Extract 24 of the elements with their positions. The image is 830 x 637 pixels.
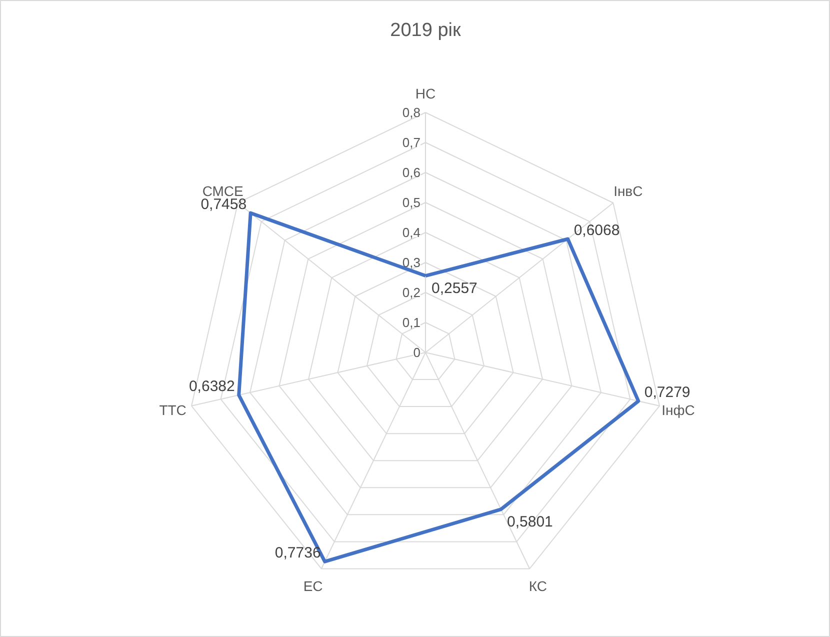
spoke-label: ІнфС <box>662 402 695 418</box>
y-tick-label: 0,3 <box>402 255 421 270</box>
chart-title: 2019 рік <box>390 20 462 41</box>
data-label: 0,5801 <box>507 513 553 530</box>
spoke-label: ЕС <box>303 578 323 594</box>
spoke-label: СМСЕ <box>202 182 244 199</box>
spoke-label: ІнвС <box>614 182 643 199</box>
y-tick-label: 0,2 <box>402 285 421 300</box>
data-label: 0,7458 <box>200 196 247 213</box>
y-tick-label: 0,6 <box>402 165 421 180</box>
spoke-label: ТТС <box>159 402 186 418</box>
data-label: 0,7279 <box>644 384 690 402</box>
data-label: 0,6382 <box>188 378 235 396</box>
data-label: 0,2557 <box>432 280 478 297</box>
y-tick-label: 0,8 <box>402 105 421 120</box>
y-tick-label: 0,4 <box>402 225 421 240</box>
spoke-label: КС <box>528 578 548 594</box>
spoke-label: НС <box>415 85 436 102</box>
data-label: 0,7736 <box>274 544 321 562</box>
y-tick-label: 0,1 <box>402 315 421 330</box>
y-tick-label: 0,5 <box>402 195 421 210</box>
data-label: 0,6068 <box>574 222 620 239</box>
y-tick-label: 0 <box>413 345 421 360</box>
y-tick-label: 0,7 <box>402 135 421 150</box>
